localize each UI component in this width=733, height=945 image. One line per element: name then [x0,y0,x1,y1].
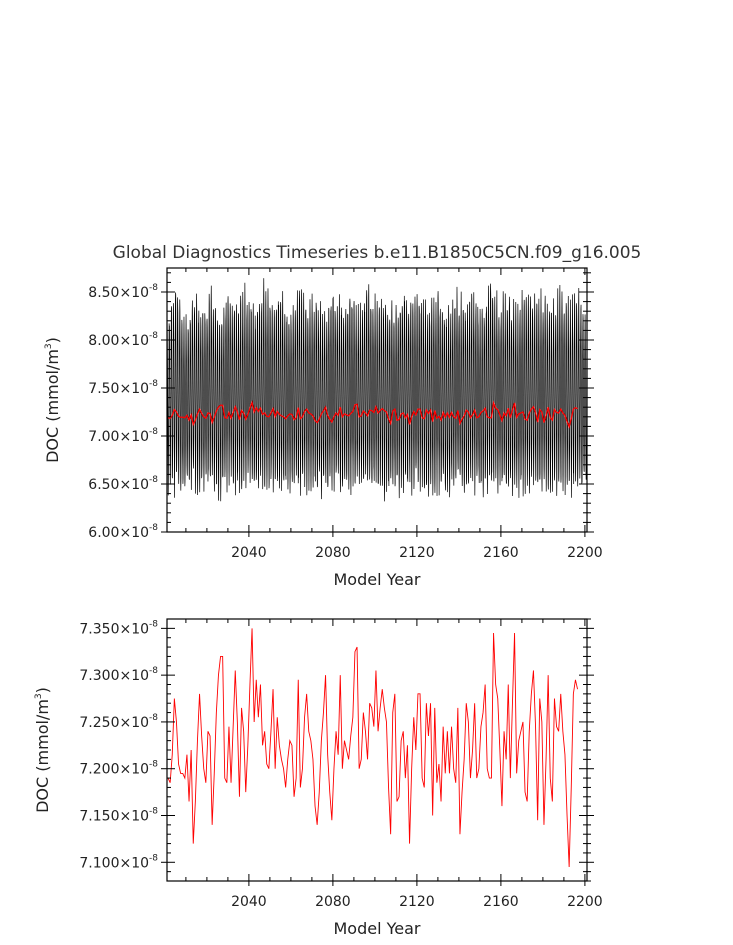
annual-mean-line [167,628,578,867]
y-tick-label: 7.200×10-8 [79,760,158,778]
plot-frame [166,267,588,533]
y-axis-label: DOC (mmol/m3) [33,687,52,813]
x-tick-label: 2200 [567,894,603,910]
monthly-series-line [167,278,587,502]
x-tick-label: 2080 [315,894,351,910]
y-tick-label: 6.50×10-8 [88,475,158,493]
x-axis-label: Model Year [334,570,421,589]
x-tick-label: 2040 [231,894,267,910]
annual-mean-line [167,400,578,429]
y-tick-label: 7.300×10-8 [79,666,158,684]
x-axis: 2040 2080 2120 2160 2200 Model Year [185,268,603,589]
y-tick-label: 7.00×10-8 [88,427,158,445]
y-axis: 6.00×10-8 6.50×10-8 7.00×10-8 7.50×10-8 8.00… [88,272,594,541]
x-tick-label: 2200 [567,545,603,561]
x-tick-label: 2160 [483,545,519,561]
x-axis: 2040 2080 2120 2160 2200 Model Year [185,619,603,938]
x-tick-label: 2040 [231,545,267,561]
x-tick-label: 2160 [483,894,519,910]
plot-area [167,628,578,867]
y-axis-label: DOC (mmol/m3) [43,337,62,463]
x-tick-label: 2080 [315,545,351,561]
x-tick-label: 2120 [399,894,435,910]
plot-area [167,278,587,502]
y-tick-label: 7.150×10-8 [79,807,158,825]
y-tick-label: 7.250×10-8 [79,713,158,731]
y-tick-label: 8.50×10-8 [88,283,158,301]
y-tick-label: 7.350×10-8 [79,619,158,637]
y-axis: 7.100×10-8 7.150×10-8 7.200×10-8 7.250×10-8… [79,618,594,882]
x-axis-label: Model Year [334,919,421,938]
x-tick-label: 2120 [399,545,435,561]
y-tick-label: 7.50×10-8 [88,379,158,397]
y-tick-label: 8.00×10-8 [88,331,158,349]
bottom-panel: 2040 2080 2120 2160 2200 Model Year 7.100×10-8… [33,618,603,938]
y-tick-label: 7.100×10-8 [79,853,158,871]
figure-title: Global Diagnostics Timeseries b.e11.B185… [113,243,642,263]
y-tick-label: 6.00×10-8 [88,523,158,541]
